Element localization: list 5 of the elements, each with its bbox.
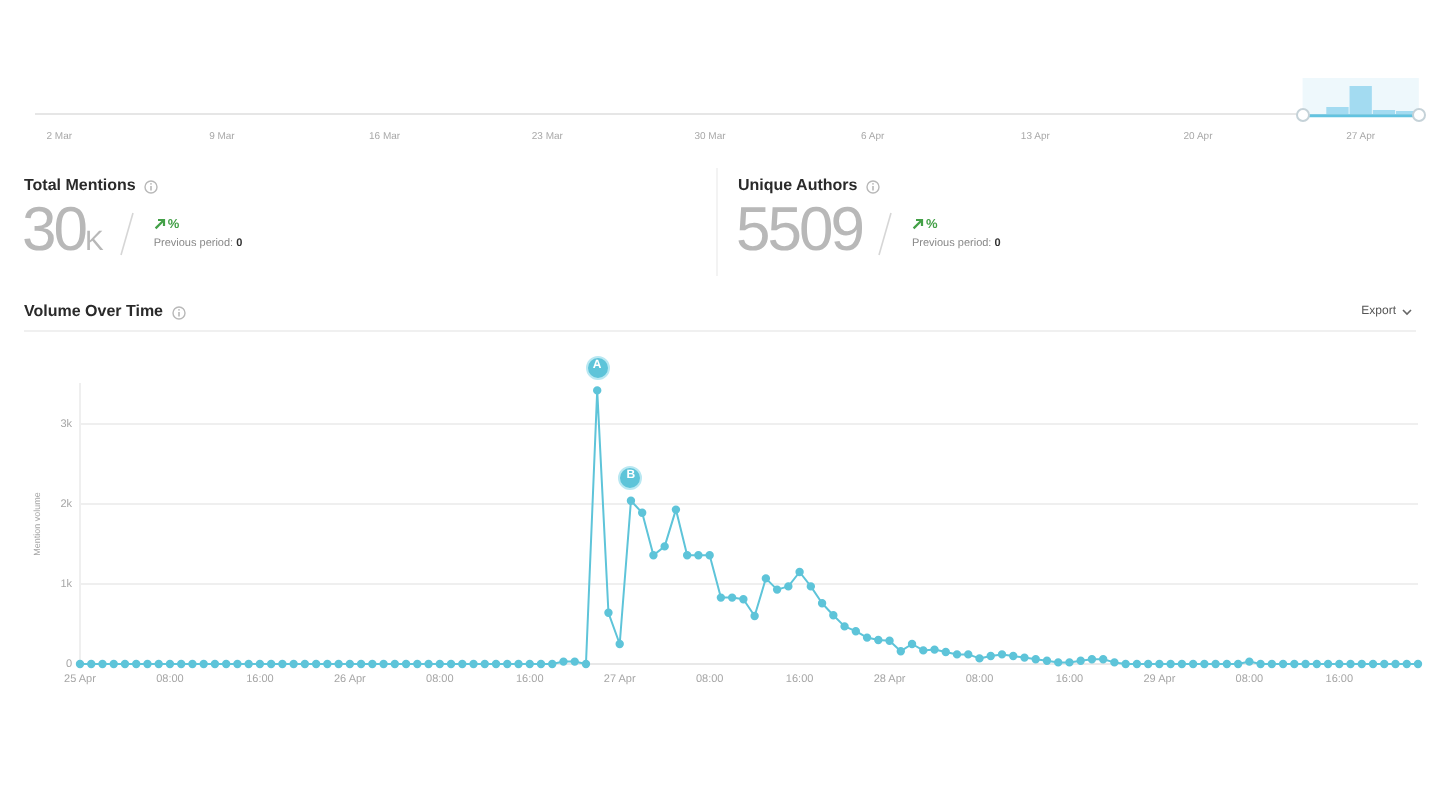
text: 30K [22, 193, 104, 267]
text: Unique Authors [738, 176, 858, 196]
text: 5509 [736, 193, 862, 267]
text: Total Mentions [24, 176, 136, 196]
chart-title: Volume Over Time [24, 302, 164, 322]
